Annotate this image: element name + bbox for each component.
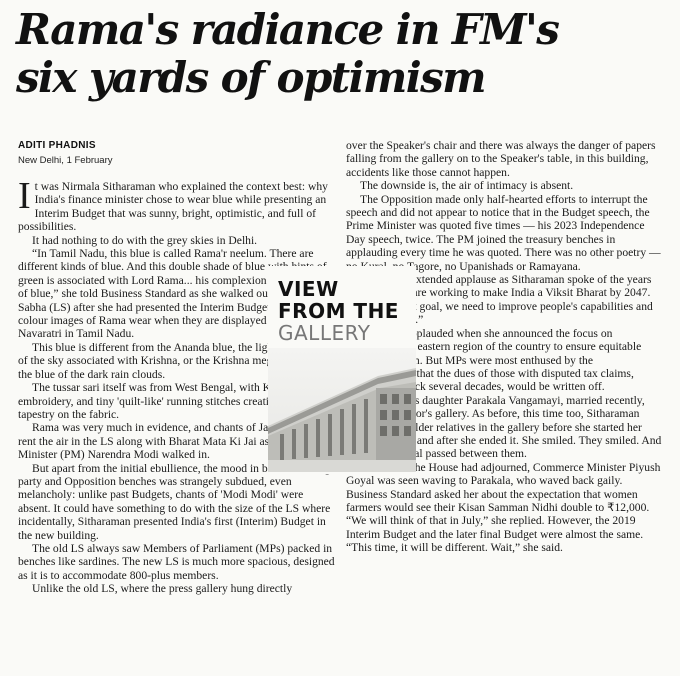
paragraph: The downside is, the air of intimacy is … xyxy=(360,179,574,193)
dateline: New Delhi, 1 February xyxy=(18,155,113,166)
paragraph: There was extended applause as Sitharama… xyxy=(346,273,653,326)
paragraph: But apart from the initial ebullience, t… xyxy=(18,461,331,542)
parliament-building-photo xyxy=(268,348,416,472)
paragraph: Unlike the old LS, where the press galle… xyxy=(32,582,293,596)
paragraph: It had nothing to do with the grey skies… xyxy=(32,233,258,247)
column-title-line-1: VIEW xyxy=(278,277,339,301)
paragraph: Rama was very much in evidence, and chan… xyxy=(18,421,319,462)
paragraph: This blue is different from the Ananda b… xyxy=(18,340,332,381)
paragraph: “In Tamil Nadu, this blue is called Rama… xyxy=(18,247,338,341)
article-column-2: over the Speaker's chair and there was a… xyxy=(346,139,662,555)
author-name: ADITI PHADNIS xyxy=(18,140,96,151)
paragraph: The old LS always saw Members of Parliam… xyxy=(18,541,335,582)
headline-line-2: six yards of optimism xyxy=(16,53,487,102)
paragraph: The tussar sari itself was from West Ben… xyxy=(18,381,338,421)
headline-line-1: Rama's radiance in FM's xyxy=(16,5,560,54)
column-title-line-3: GALLERY xyxy=(278,321,371,345)
headline: Rama's radiance in FM's six yards of opt… xyxy=(16,6,666,102)
column-title: VIEW FROM THE GALLERY xyxy=(278,278,399,344)
paragraph: Later after the House had adjourned, Com… xyxy=(346,460,661,555)
column-logo-box: VIEW FROM THE GALLERY xyxy=(268,266,416,474)
column-title-line-2: FROM THE xyxy=(278,299,399,323)
drop-cap: I xyxy=(18,175,31,217)
paragraph: The Opposition made only half-hearted ef… xyxy=(346,192,661,273)
paragraph: over the Speaker's chair and there was a… xyxy=(346,139,656,179)
